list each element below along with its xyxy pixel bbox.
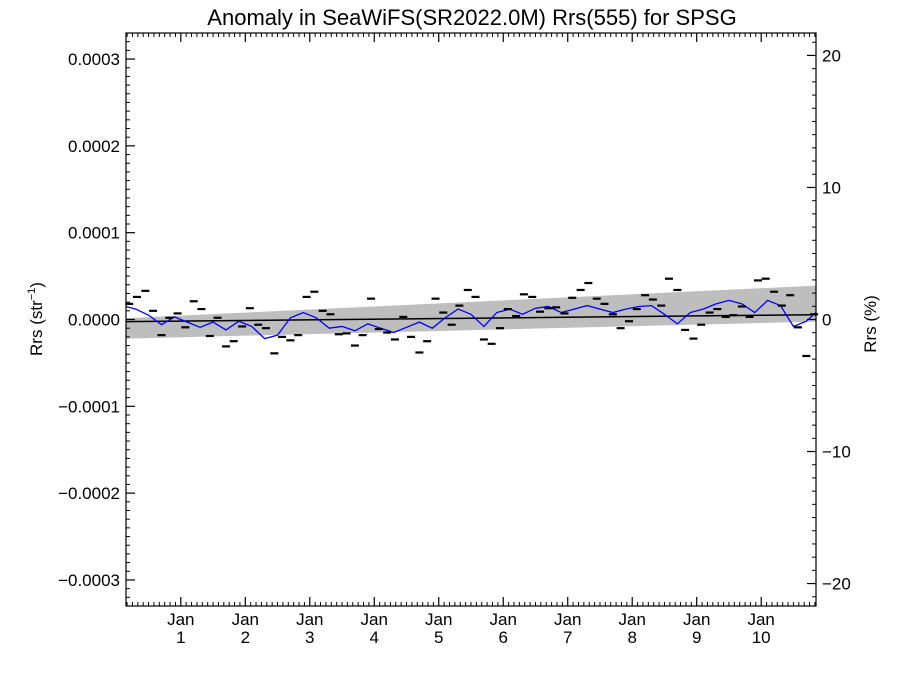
x-tick-year: 1 — [176, 628, 185, 647]
x-tick-year: 2 — [241, 628, 250, 647]
x-tick-year: 6 — [499, 628, 508, 647]
x-tick-month: Jan — [619, 610, 646, 629]
x-tick-month: Jan — [747, 610, 774, 629]
x-tick-year: 3 — [305, 628, 314, 647]
x-tick-month: Jan — [361, 610, 388, 629]
plot-area — [125, 277, 819, 358]
x-tick-month: Jan — [554, 610, 581, 629]
x-tick-month: Jan — [167, 610, 194, 629]
x-tick-month: Jan — [296, 610, 323, 629]
y-tick-label: 0.0003 — [68, 50, 120, 69]
monthly-points — [125, 277, 819, 358]
trend-line — [125, 313, 817, 323]
y2-tick-label: −10 — [822, 443, 851, 462]
x-tick-year: 10 — [752, 628, 771, 647]
y-axis-left: 0.0003 0.0002 0.0001 0.0000 −0.0001 −0.0002 −0… — [58, 41, 135, 598]
x-tick-year: 7 — [563, 628, 572, 647]
x-axis: Jan1Jan2Jan3Jan4Jan5Jan6Jan7Jan8Jan9Jan1… — [126, 33, 816, 647]
y-axis-label-text: Rrs (str — [27, 300, 46, 356]
x-tick-month: Jan — [490, 610, 517, 629]
x-tick-month: Jan — [425, 610, 452, 629]
y2-tick-label: −20 — [822, 575, 851, 594]
y2-tick-label: 0 — [822, 311, 831, 330]
y-tick-label: 0.0000 — [68, 311, 120, 330]
x-tick-month: Jan — [683, 610, 710, 629]
y-axis-label: Rrs (str−1) — [26, 282, 46, 356]
y-axis-right: 20 10 0 −10 −20 — [807, 41, 851, 598]
y2-tick-label: 20 — [822, 46, 841, 65]
y-tick-label: 0.0002 — [68, 137, 120, 156]
y-tick-label: −0.0001 — [58, 397, 120, 416]
y-tick-label: −0.0003 — [58, 571, 120, 590]
x-tick-year: 5 — [434, 628, 443, 647]
chart-title: Anomaly in SeaWiFS(SR2022.0M) Rrs(555) f… — [207, 5, 736, 30]
y-axis-label-close: ) — [27, 282, 46, 288]
x-tick-year: 9 — [692, 628, 701, 647]
x-tick-year: 4 — [370, 628, 379, 647]
y-axis-label-sup: −1 — [26, 288, 38, 301]
x-tick-year: 8 — [627, 628, 636, 647]
confidence-band — [126, 285, 816, 339]
y2-axis-label: Rrs (%) — [861, 295, 880, 353]
y-tick-label: 0.0001 — [68, 224, 120, 243]
y2-tick-label: 10 — [822, 178, 841, 197]
y-tick-label: −0.0002 — [58, 484, 120, 503]
smoothed-line — [125, 299, 817, 340]
x-tick-month: Jan — [232, 610, 259, 629]
